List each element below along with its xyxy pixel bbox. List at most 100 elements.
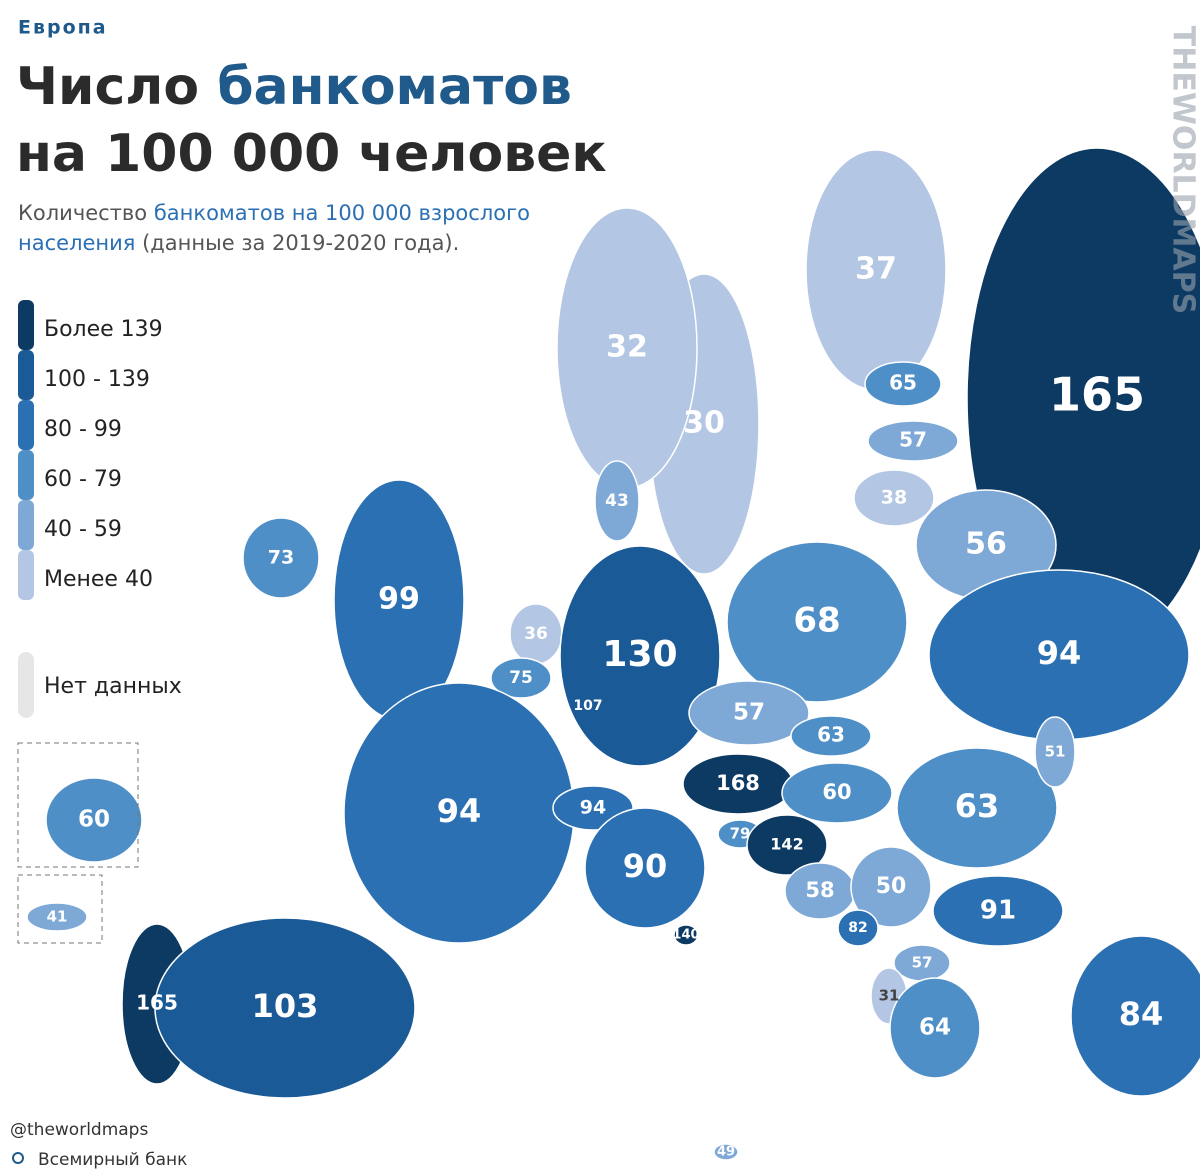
country-value-label: 58 [805, 878, 834, 902]
legend-swatch [18, 500, 34, 550]
subtitle-highlight: населения [18, 231, 135, 255]
iceland-inset [17, 742, 139, 868]
country-value-label: 63 [817, 723, 845, 747]
country-value-label: 107 [573, 698, 602, 714]
country-value-label: 73 [268, 547, 294, 569]
country-shape [154, 917, 416, 1099]
country-value-label: 60 [78, 807, 110, 833]
footer-handle: @theworldmaps [10, 1120, 148, 1140]
country-shape [673, 924, 699, 946]
legend-label: 80 - 99 [44, 417, 122, 442]
country-value-label: 99 [378, 582, 420, 617]
legend-label: Нет данных [44, 674, 182, 699]
legend-swatch [18, 450, 34, 500]
subtitle-part: Количество [18, 201, 154, 225]
subtitle-line2: населения (данные за 2019-2020 года). [18, 231, 459, 255]
country-shape [837, 909, 879, 947]
country-value-label: 57 [899, 428, 927, 452]
country-value-label: 65 [889, 371, 917, 395]
country-value-label: 50 [876, 874, 907, 899]
country-shape [688, 680, 810, 746]
country-value-label: 165 [1049, 368, 1145, 422]
regions: 165 37 30 32 65 57 38 56 73 99 43 36 75 107 130 68 94 57 6… [26, 147, 1200, 1161]
country-shape [932, 875, 1064, 947]
country-shape [896, 747, 1058, 869]
country-value-label: 103 [252, 987, 319, 1025]
country-value-label: 140 [672, 928, 699, 943]
title-line2: на 100 000 человек [16, 124, 607, 184]
country-value-label: 94 [437, 792, 482, 830]
country-shape [584, 807, 706, 929]
country-value-label: 94 [1037, 634, 1082, 672]
country-value-label: 57 [912, 954, 933, 972]
legend-label: 60 - 79 [44, 467, 122, 492]
country-shape [853, 469, 935, 527]
country-shape [850, 846, 932, 928]
country-value-label: 57 [733, 700, 765, 726]
country-shape [746, 814, 828, 876]
legend-swatch [18, 400, 34, 450]
country-value-label: 31 [879, 987, 900, 1005]
title-line1: Число банкоматов [16, 57, 572, 117]
legend-label: 100 - 139 [44, 367, 150, 392]
country-value-label: 64 [919, 1015, 951, 1041]
country-shape [45, 777, 143, 863]
country-value-label: 79 [730, 825, 751, 843]
country-value-label: 32 [606, 330, 648, 365]
country-shape [713, 1143, 739, 1161]
country-shape [490, 657, 552, 699]
subtitle-line1: Количество банкоматов на 100 000 взросло… [18, 201, 530, 225]
country-value-label: 30 [683, 406, 725, 441]
country-shape [790, 715, 872, 757]
country-shape [864, 361, 942, 407]
country-shape [26, 902, 88, 932]
country-value-label: 43 [605, 491, 629, 511]
country-value-label: 51 [1045, 743, 1066, 761]
legend-label: Менее 40 [44, 567, 153, 592]
title-part: Число [16, 57, 217, 117]
country-shape [594, 460, 640, 542]
country-value-label: 168 [716, 771, 760, 795]
search-icon [12, 1152, 24, 1164]
country-value-label: 37 [855, 252, 897, 287]
country-value-label: 84 [1119, 995, 1164, 1033]
kicker: Европа [18, 17, 108, 39]
country-shape [1034, 716, 1076, 788]
country-shape [726, 541, 908, 703]
legend-swatch [18, 350, 34, 400]
country-shape [242, 517, 320, 599]
country-shape [889, 977, 981, 1079]
subtitle-part: (данные за 2019-2020 года). [135, 231, 459, 255]
country-value-label: 82 [848, 920, 867, 936]
country-value-label: 142 [770, 835, 803, 854]
country-value-label: 38 [881, 487, 907, 509]
country-value-label: 130 [602, 634, 677, 675]
legend-swatch [18, 652, 34, 718]
country-value-label: 49 [717, 1145, 735, 1160]
watermark: THEWORLDMAPS [1166, 26, 1200, 314]
country-shape [1070, 935, 1200, 1097]
country-value-label: 90 [623, 847, 668, 885]
country-value-label: 165 [136, 991, 178, 1015]
country-value-label: 68 [793, 601, 840, 641]
country-value-label: 91 [980, 896, 1016, 926]
country-value-label: 60 [822, 780, 851, 804]
title-highlight: банкоматов [217, 57, 572, 117]
country-value-label: 36 [524, 624, 548, 644]
country-shape [559, 545, 721, 767]
country-shape [781, 762, 893, 824]
country-value-label: 63 [955, 787, 1000, 825]
country-value-label: 94 [580, 797, 606, 819]
legend-label: Более 139 [44, 317, 163, 342]
country-value-label: 56 [965, 527, 1007, 562]
legend: Более 139 100 - 139 80 - 99 60 - 79 40 - 59 М… [18, 300, 182, 718]
legend-swatch [18, 300, 34, 350]
subtitle-highlight: банкоматов на 100 000 взрослого [154, 201, 530, 225]
country-shape [867, 420, 959, 462]
legend-label: 40 - 59 [44, 517, 122, 542]
country-value-label: 75 [509, 668, 533, 688]
legend-swatch [18, 550, 34, 600]
cyprus-inset [17, 874, 103, 944]
country-value-label: 41 [47, 908, 68, 926]
